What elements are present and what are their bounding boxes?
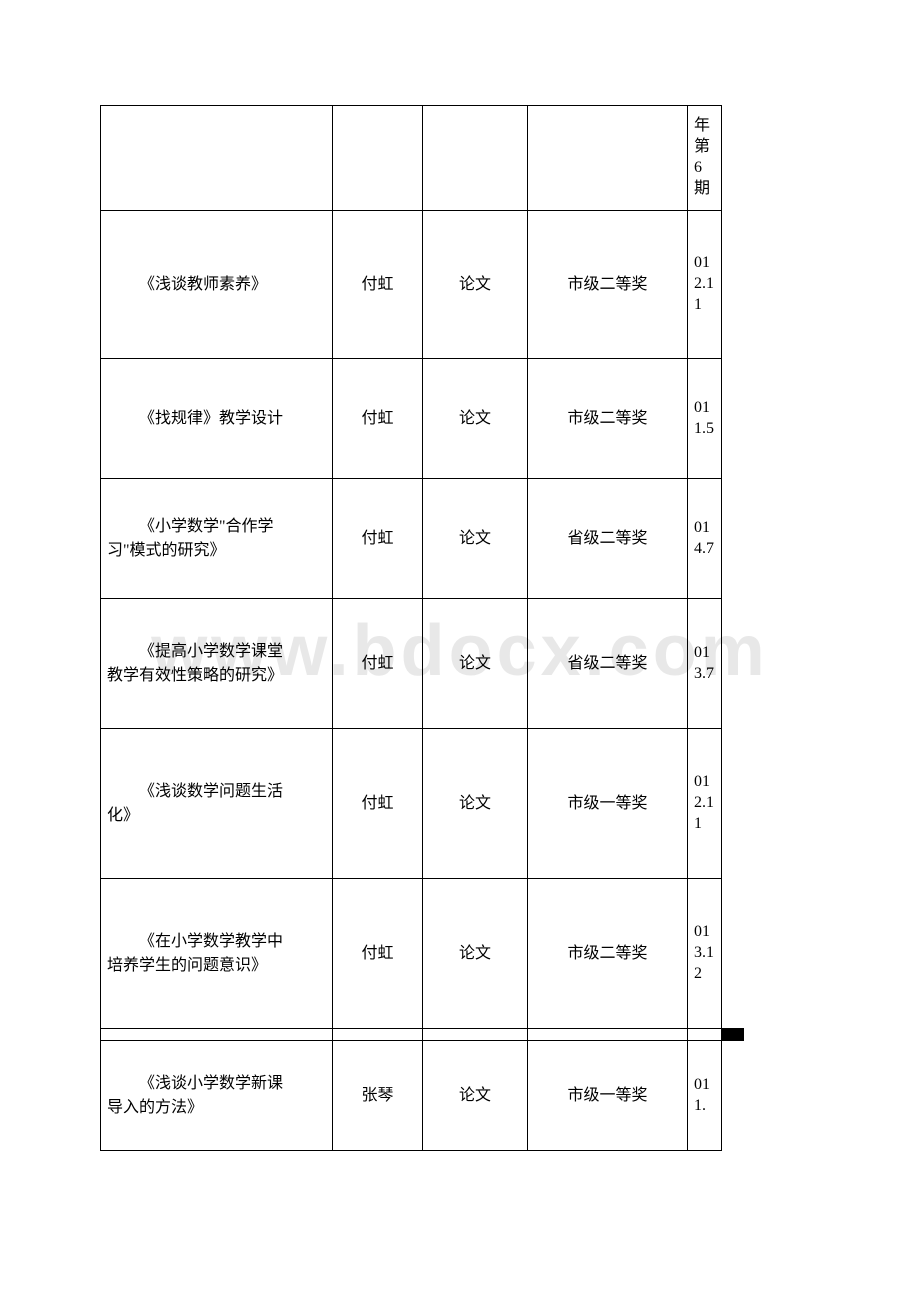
table-spacer-row (101, 1029, 744, 1041)
paper-title-cell: 《浅谈小学数学新课导入的方法》 (101, 1041, 333, 1151)
award-cell: 省级二等奖 (528, 599, 688, 729)
award-cell: 市级二等奖 (528, 879, 688, 1029)
date-cell: 012.11 (688, 729, 722, 879)
paper-title-line1: 《在小学数学教学中 (107, 930, 326, 954)
paper-title-line2: 培养学生的问题意识》 (107, 954, 326, 978)
paper-title-cell: 《小学数学"合作学习"模式的研究》 (101, 479, 333, 599)
author-cell (333, 106, 423, 211)
author-cell: 付虹 (333, 599, 423, 729)
author-cell: 付虹 (333, 729, 423, 879)
table-row: 《浅谈数学问题生活化》付虹论文市级一等奖012.11 (101, 729, 744, 879)
date-cell: 年第6期 (688, 106, 722, 211)
type-cell: 论文 (423, 729, 528, 879)
author-cell: 付虹 (333, 479, 423, 599)
table-row: 《在小学数学教学中培养学生的问题意识》付虹论文市级二等奖013.12 (101, 879, 744, 1029)
author-cell: 付虹 (333, 211, 423, 359)
table-row: 《浅谈教师素养》付虹论文市级二等奖012.11 (101, 211, 744, 359)
date-cell: 012.11 (688, 211, 722, 359)
paper-title-line1: 《浅谈小学数学新课 (107, 1072, 326, 1096)
award-cell: 市级一等奖 (528, 1041, 688, 1151)
paper-title-line2: 导入的方法》 (107, 1096, 326, 1120)
paper-title-cell: 《找规律》教学设计 (101, 359, 333, 479)
paper-title-line1: 《提高小学数学课堂 (107, 640, 326, 664)
paper-title-line1: 《找规律》教学设计 (107, 407, 326, 431)
award-cell: 市级二等奖 (528, 211, 688, 359)
paper-title-cell: 《在小学数学教学中培养学生的问题意识》 (101, 879, 333, 1029)
date-cell: 013.7 (688, 599, 722, 729)
table-row: 《提高小学数学课堂教学有效性策略的研究》付虹论文省级二等奖013.7 (101, 599, 744, 729)
table-row: 年第6期 (101, 106, 744, 211)
paper-title-cell: 《浅谈数学问题生活化》 (101, 729, 333, 879)
paper-title-cell: 《浅谈教师素养》 (101, 211, 333, 359)
paper-title-cell (101, 106, 333, 211)
table-row: 《找规律》教学设计付虹论文市级二等奖011.5 (101, 359, 744, 479)
paper-title-line1: 《浅谈数学问题生活 (107, 780, 326, 804)
type-cell: 论文 (423, 1041, 528, 1151)
paper-title-cell: 《提高小学数学课堂教学有效性策略的研究》 (101, 599, 333, 729)
award-cell: 市级一等奖 (528, 729, 688, 879)
date-cell: 011. (688, 1041, 722, 1151)
spacer-cell (101, 1029, 333, 1041)
table-row: 《小学数学"合作学习"模式的研究》付虹论文省级二等奖014.7 (101, 479, 744, 599)
spacer-cell (528, 1029, 688, 1041)
type-cell (423, 106, 528, 211)
spacer-cell (423, 1029, 528, 1041)
author-cell: 付虹 (333, 879, 423, 1029)
author-cell: 张琴 (333, 1041, 423, 1151)
papers-table: 年第6期《浅谈教师素养》付虹论文市级二等奖012.11《找规律》教学设计付虹论文… (100, 105, 744, 1151)
type-cell: 论文 (423, 211, 528, 359)
paper-title-line2: 习"模式的研究》 (107, 539, 326, 563)
award-cell: 省级二等奖 (528, 479, 688, 599)
paper-title-line1: 《小学数学"合作学 (107, 515, 326, 539)
paper-title-line2: 化》 (107, 804, 326, 828)
type-cell: 论文 (423, 359, 528, 479)
award-cell (528, 106, 688, 211)
author-cell: 付虹 (333, 359, 423, 479)
paper-title-line1: 《浅谈教师素养》 (107, 273, 326, 297)
paper-title-line2: 教学有效性策略的研究》 (107, 664, 326, 688)
page-container: www.bdocx.com 年第6期《浅谈教师素养》付虹论文市级二等奖012.1… (0, 0, 920, 1302)
award-cell: 市级二等奖 (528, 359, 688, 479)
type-cell: 论文 (423, 479, 528, 599)
date-cell: 013.12 (688, 879, 722, 1029)
spacer-cell (688, 1029, 722, 1041)
table-row: 《浅谈小学数学新课导入的方法》张琴论文市级一等奖011. (101, 1041, 744, 1151)
spacer-cell (743, 1029, 744, 1041)
date-cell: 014.7 (688, 479, 722, 599)
spacer-cell (333, 1029, 423, 1041)
date-cell: 011.5 (688, 359, 722, 479)
type-cell: 论文 (423, 599, 528, 729)
type-cell: 论文 (423, 879, 528, 1029)
